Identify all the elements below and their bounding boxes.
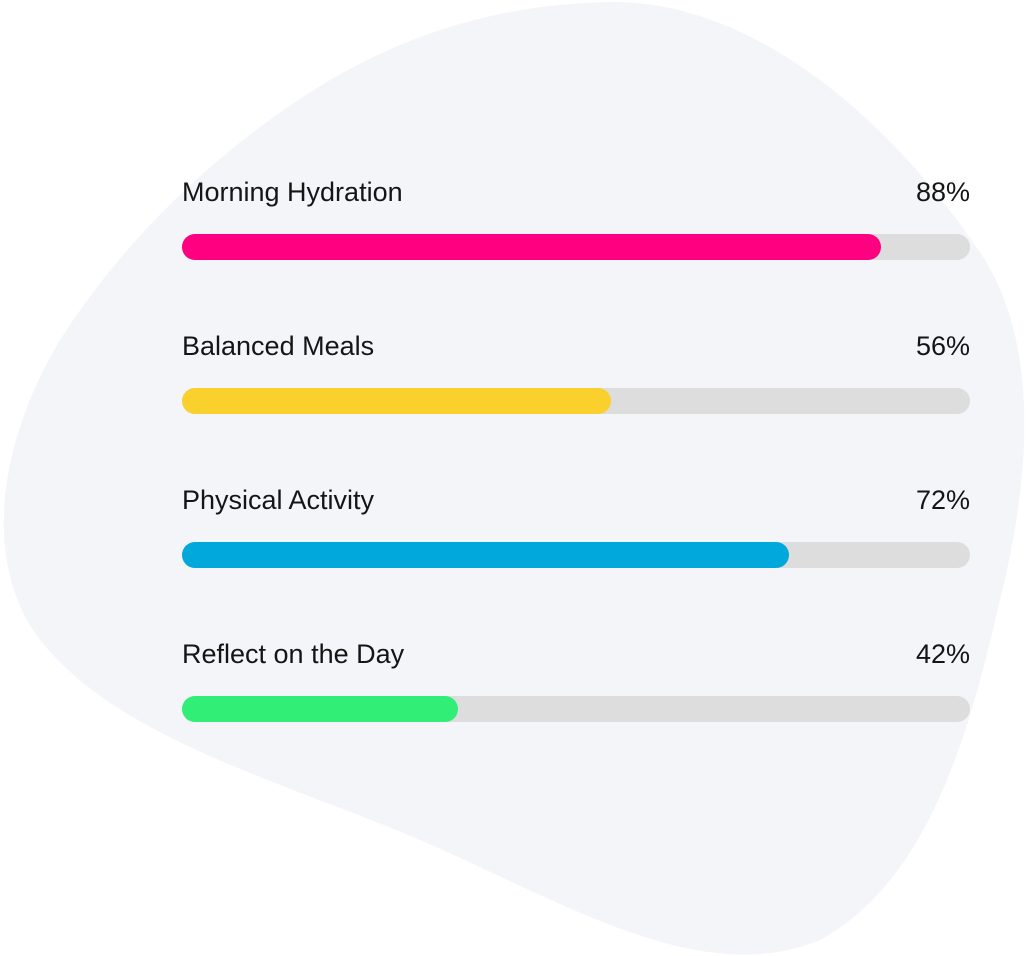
progress-track bbox=[182, 542, 970, 568]
progress-label: Balanced Meals bbox=[182, 331, 375, 361]
progress-fill bbox=[182, 234, 881, 260]
progress-percent: 88% bbox=[915, 177, 970, 207]
progress-label: Morning Hydration bbox=[182, 177, 403, 207]
progress-track bbox=[182, 388, 970, 414]
progress-percent: 42% bbox=[915, 639, 970, 669]
progress-track bbox=[182, 696, 970, 722]
progress-item-balanced-meals: Balanced Meals 56% bbox=[182, 330, 970, 430]
progress-item-physical-activity: Physical Activity 72% bbox=[182, 484, 970, 584]
progress-item-morning-hydration: Morning Hydration 88% bbox=[182, 176, 970, 276]
progress-fill bbox=[182, 388, 612, 414]
progress-label: Reflect on the Day bbox=[182, 639, 405, 669]
progress-item-reflect-on-the-day: Reflect on the Day 42% bbox=[182, 638, 970, 738]
progress-track bbox=[182, 234, 970, 260]
progress-percent: 56% bbox=[915, 331, 970, 361]
progress-fill bbox=[182, 696, 458, 722]
progress-percent: 72% bbox=[915, 485, 970, 515]
progress-fill bbox=[182, 542, 789, 568]
progress-label: Physical Activity bbox=[182, 485, 375, 515]
